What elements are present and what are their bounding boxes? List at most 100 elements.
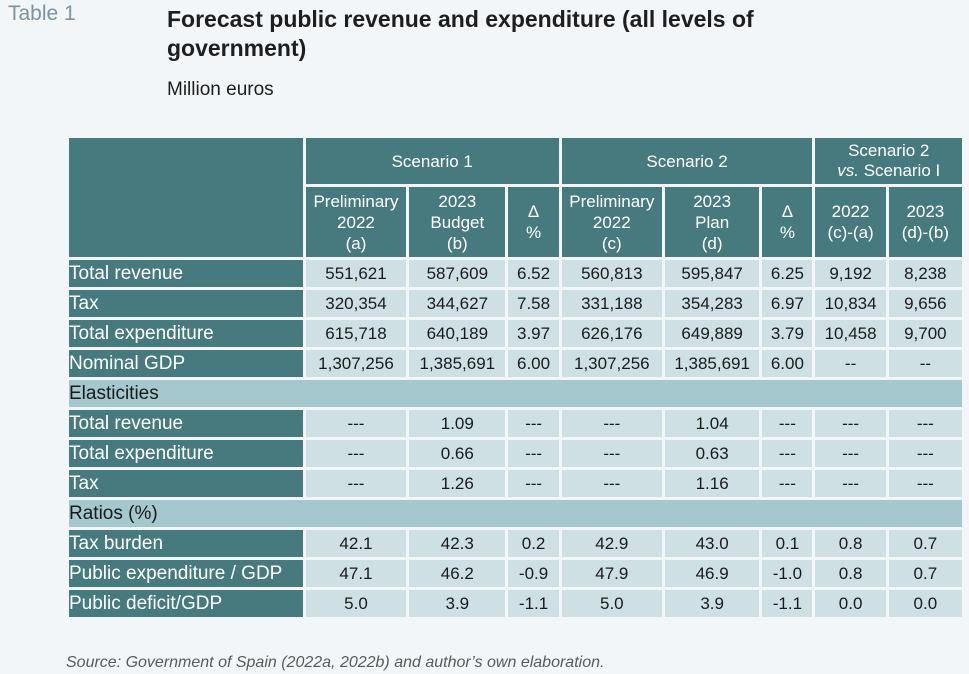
row-label: Public expenditure / GDP [69,560,303,587]
table-cell: 6.97 [762,290,813,317]
table-cell: 10,834 [815,290,886,317]
table-cell: 649,889 [664,320,760,347]
table-cell: 8,238 [888,260,962,287]
table-cell: 1,307,256 [561,350,662,377]
row-label: Tax burden [69,530,303,557]
subheader-line: 2022 [831,202,870,221]
row-label: Public deficit/GDP [69,590,303,617]
table-cell: 1,385,691 [409,350,506,377]
table-cell: --- [815,440,886,467]
table-cell: 9,192 [815,260,886,287]
table-cell: 0.7 [888,560,962,587]
table-cell: 9,656 [888,290,962,317]
table-row: Tax 320,354 344,627 7.58 331,188 354,283 6.97 1… [69,290,962,317]
table-title: Forecast public revenue and expenditure … [167,6,754,61]
table-cell: -1.1 [508,590,559,617]
table-cell: 1.26 [409,470,506,497]
table-cell: 1,307,256 [305,350,407,377]
table-cell: 560,813 [561,260,662,287]
revenue-expenditure-table: Scenario 1 Scenario 2 Scenario 2 vs. Sce… [66,135,965,620]
table-cell: --- [888,410,962,437]
table-cell: --- [561,440,662,467]
table-cell: 0.7 [888,530,962,557]
table-cell: 42.1 [305,530,407,557]
table-cell: 0.8 [815,530,886,557]
subheader-line: Plan [695,212,730,232]
subheader-line: Budget [430,212,485,232]
table-cell: 6.00 [762,350,813,377]
table-cell: 47.9 [561,560,662,587]
row-label: Total expenditure [69,440,303,467]
table-cell: -0.9 [508,560,559,587]
row-label: Total expenditure [69,320,303,347]
table-cell: 0.1 [762,530,813,557]
table-label: Table 1 [8,2,76,25]
table-cell: 3.9 [409,590,506,617]
subheader-line: (c)-(a) [827,223,874,242]
header-scenario-2: Scenario 2 [561,138,813,184]
subheader-line: 2023 [906,202,945,221]
header-vs-line1: Scenario 2 [848,141,930,160]
table-cell: --- [762,410,813,437]
table-row: Total expenditure 615,718 640,189 3.97 626,1… [69,320,962,347]
table-cell: -- [815,350,886,377]
table-cell: 0.63 [664,440,760,467]
subheader-line: (d) [701,233,723,253]
table-cell: --- [888,440,962,467]
table-cell: --- [815,410,886,437]
table-row: Tax burden 42.1 42.3 0.2 42.9 43.0 0.1 0.8 0.7 [69,530,962,557]
table-cell: -- [888,350,962,377]
table-cell: 7.58 [508,290,559,317]
table-cell: --- [762,470,813,497]
table-cell: --- [508,410,559,437]
table-cell: -1.0 [762,560,813,587]
table-cell: 42.9 [561,530,662,557]
table-cell: 1.09 [409,410,506,437]
table-cell: --- [561,410,662,437]
table-cell: 626,176 [561,320,662,347]
table-cell: 354,283 [664,290,760,317]
subheader-line: Δ [527,202,540,221]
table-cell: 0.0 [815,590,886,617]
table-cell: 344,627 [409,290,506,317]
header-vs-rest: Scenario I [858,161,941,180]
subheader-line: % [779,223,795,242]
subheader-col-3: Δ% [508,187,559,257]
table-cell: --- [305,470,407,497]
subheader-line: (c) [601,233,622,253]
table-cell: --- [305,440,407,467]
row-label: Tax [69,470,303,497]
section-row: Ratios (%) [69,500,962,527]
subheader-col-5: 2023 Plan (d) [664,187,760,257]
table-cell: --- [888,470,962,497]
table-subtitle: Million euros [167,79,274,100]
table-cell: 3.9 [664,590,760,617]
table-cell: 1.16 [664,470,760,497]
table-cell: 3.97 [508,320,559,347]
subheader-line: Δ [781,202,794,221]
table-cell: 6.00 [508,350,559,377]
subheader-col-2: 2023 Budget (b) [409,187,506,257]
source-note: Source: Government of Spain (2022a, 2022… [66,654,605,671]
subheader-col-1: Preliminary 2022 (a) [305,187,407,257]
table-cell: 5.0 [561,590,662,617]
table-row: Tax --- 1.26 --- --- 1.16 --- --- --- [69,470,962,497]
table-cell: 5.0 [305,590,407,617]
table-row: Total expenditure --- 0.66 --- --- 0.63 --- ---… [69,440,962,467]
section-label: Ratios (%) [69,500,962,527]
table-cell: 1,385,691 [664,350,760,377]
table-cell: -1.1 [762,590,813,617]
subheader-col-6: Δ% [762,187,813,257]
subheader-line: % [525,223,542,242]
table-cell: 0.2 [508,530,559,557]
subheader-line: 2022 [592,212,631,232]
table-cell: 9,700 [888,320,962,347]
table-cell: --- [762,440,813,467]
subheader-line: (a) [345,233,367,253]
subheader-col-4: Preliminary 2022 (c) [561,187,662,257]
subheader-line: Preliminary [313,191,399,211]
table-cell: 615,718 [305,320,407,347]
table-cell: 6.25 [762,260,813,287]
header-scenario-1: Scenario 1 [305,138,559,184]
table-row: Total revenue --- 1.09 --- --- 1.04 --- --- --- [69,410,962,437]
